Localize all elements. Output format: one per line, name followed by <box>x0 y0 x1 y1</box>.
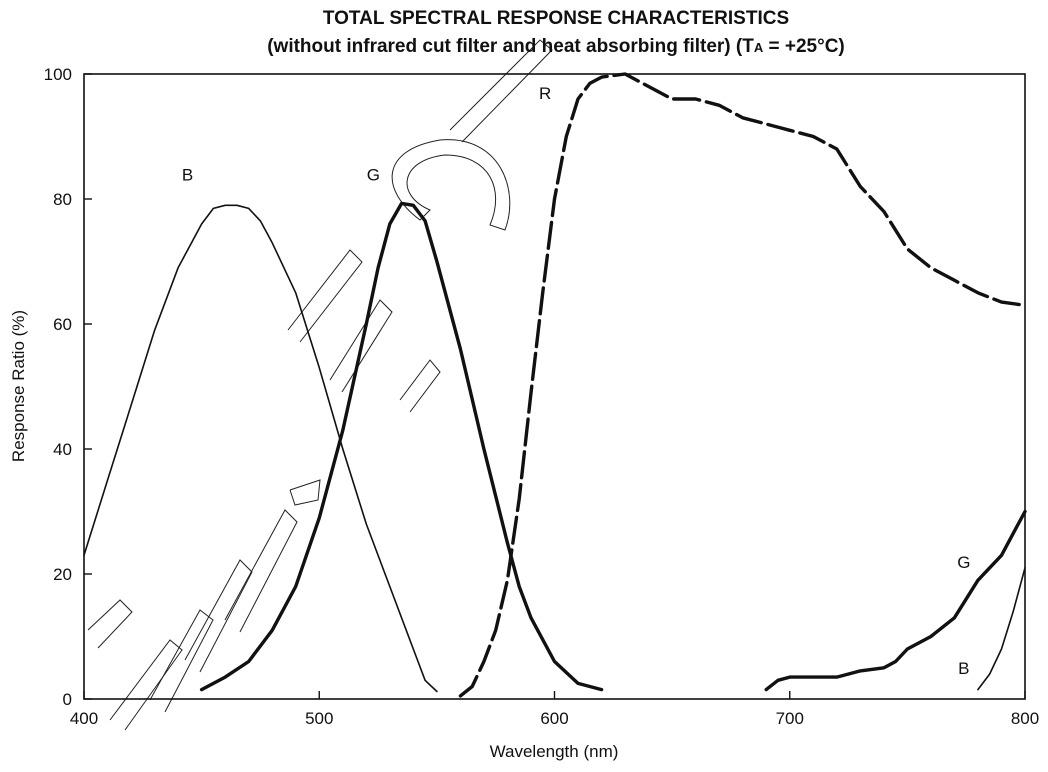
plot-frame <box>83 73 1026 700</box>
chart-subtitle: (without infrared cut filter and heat ab… <box>267 36 845 57</box>
y-tick-label: 20 <box>53 565 72 584</box>
x-tick-label: 500 <box>305 709 333 728</box>
subtitle-main: (without infrared cut filter and heat ab… <box>267 36 754 57</box>
curve-labels: B G R G B <box>182 84 971 678</box>
y-tick-label: 60 <box>53 315 72 334</box>
x-tick-label: 600 <box>540 709 568 728</box>
subtitle-subscript: A <box>754 40 764 55</box>
series-line <box>83 204 438 693</box>
curve-label: G <box>367 165 380 184</box>
x-tick-label: 700 <box>776 709 804 728</box>
series-line <box>764 509 1027 692</box>
x-tick-label: 800 <box>1011 709 1039 728</box>
subtitle-condition: = +25°C) <box>763 36 845 57</box>
y-tick-label: 100 <box>44 65 72 84</box>
axis-ticks: 400 500 600 700 800 0 20 40 60 80 100 <box>44 65 1040 728</box>
watermark-graphic <box>87 39 553 731</box>
curve-label: B <box>182 165 193 184</box>
curve-label: B <box>958 659 969 678</box>
y-tick-label: 0 <box>63 690 72 709</box>
plot-area-border <box>83 73 1026 700</box>
series-line <box>458 72 1027 698</box>
series-line <box>199 201 604 692</box>
series-layer <box>83 72 1027 698</box>
y-tick-label: 40 <box>53 440 72 459</box>
series-line <box>977 567 1026 691</box>
y-axis-label: Response Ratio (%) <box>9 310 28 462</box>
x-tick-label: 400 <box>70 709 98 728</box>
curve-label: G <box>957 553 970 572</box>
chart-title: TOTAL SPECTRAL RESPONSE CHARACTERISTICS <box>323 8 789 29</box>
curve-label: R <box>539 84 551 103</box>
y-tick-label: 80 <box>53 190 72 209</box>
x-axis-label: Wavelength (nm) <box>490 742 619 761</box>
